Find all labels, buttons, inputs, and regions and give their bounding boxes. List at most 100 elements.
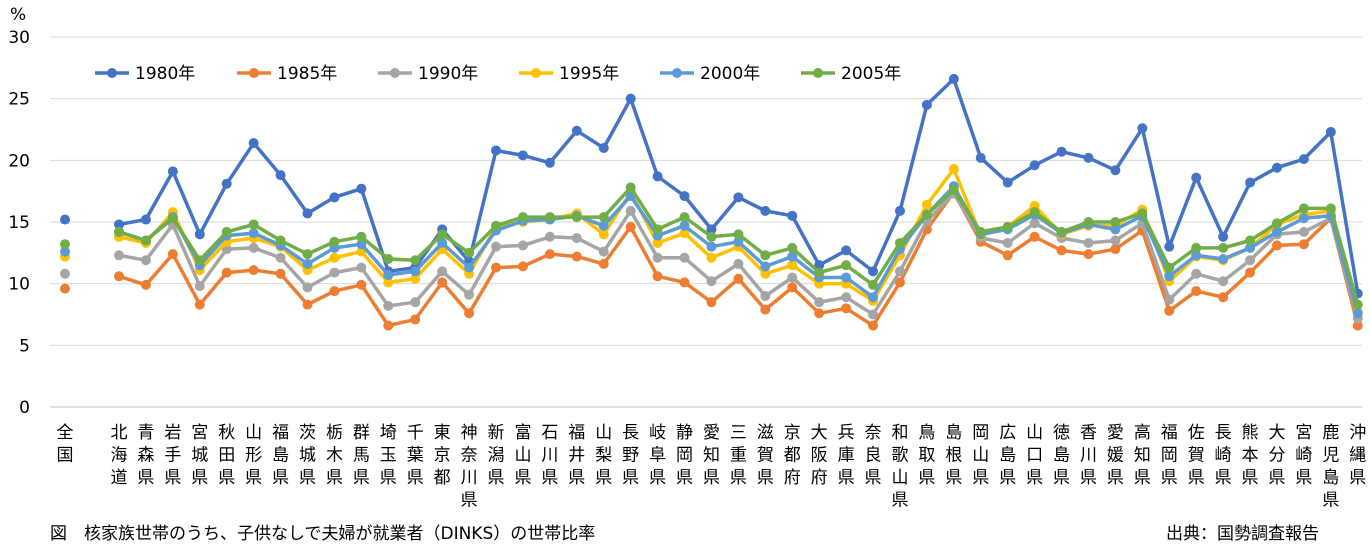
data-point <box>975 152 986 163</box>
data-point <box>787 282 798 293</box>
x-tick-label: 福井県 <box>568 423 585 488</box>
data-point <box>1245 267 1256 278</box>
x-tick-label: 長崎県 <box>1215 423 1232 488</box>
data-point <box>760 291 771 301</box>
data-point <box>329 236 340 247</box>
data-point <box>921 199 932 210</box>
data-point <box>948 73 959 84</box>
x-tick-label: 岐阜県 <box>649 423 666 488</box>
data-point <box>1164 305 1175 316</box>
x-tick-label: 北海道 <box>111 423 128 488</box>
x-tick-label: 岡山県 <box>972 423 989 488</box>
x-tick-label: 京都府 <box>784 423 801 488</box>
x-tick-label: 香川県 <box>1080 423 1097 488</box>
data-point <box>652 237 663 248</box>
data-point <box>652 271 663 282</box>
data-point <box>894 277 905 288</box>
data-point <box>1218 276 1229 287</box>
data-point <box>975 226 986 237</box>
data-point <box>1191 242 1202 253</box>
data-point <box>1137 208 1148 219</box>
data-point <box>814 308 825 319</box>
data-point <box>1191 172 1202 183</box>
data-point <box>1218 292 1229 303</box>
data-point <box>1352 320 1363 331</box>
data-point <box>571 212 582 223</box>
y-tick-label: 0 <box>19 398 30 418</box>
data-point <box>1110 235 1121 246</box>
data-point <box>383 277 394 288</box>
data-point <box>760 261 771 272</box>
data-point <box>598 246 609 257</box>
y-tick-label: 30 <box>8 28 30 48</box>
data-point <box>1271 240 1282 251</box>
data-point <box>625 182 636 193</box>
data-point <box>679 252 690 263</box>
data-point <box>194 229 205 240</box>
x-tick-label: 神奈川県 <box>461 423 478 511</box>
data-point <box>1002 250 1013 261</box>
data-point <box>517 261 528 272</box>
x-tick-label: 富山県 <box>514 423 531 488</box>
data-point <box>598 229 609 240</box>
data-point <box>652 252 663 263</box>
x-tick-label: 佐賀県 <box>1188 423 1205 488</box>
x-tick-label: 宮城県 <box>191 423 208 488</box>
x-tick-label: 長野県 <box>622 423 639 488</box>
data-point <box>248 265 259 276</box>
data-point <box>383 300 394 311</box>
data-point <box>868 320 879 331</box>
data-point <box>1083 152 1094 163</box>
data-point <box>60 239 70 250</box>
data-point <box>302 249 313 260</box>
data-point <box>1298 154 1309 165</box>
data-point <box>625 93 636 104</box>
data-point <box>652 171 663 182</box>
data-point <box>491 241 502 252</box>
x-tick-label: 群馬県 <box>353 423 370 488</box>
data-point <box>652 224 663 235</box>
data-point <box>410 297 421 308</box>
data-point <box>275 268 286 279</box>
data-point <box>114 219 124 230</box>
data-point <box>1191 268 1202 279</box>
data-point <box>1137 123 1148 134</box>
data-point <box>1029 231 1040 242</box>
data-point <box>1164 262 1175 273</box>
data-point <box>841 292 852 303</box>
x-tick-label: 秋田県 <box>218 423 235 488</box>
data-point <box>114 271 124 282</box>
y-axis-unit-label: % <box>10 5 26 25</box>
data-point <box>1056 245 1067 256</box>
x-tick-label: 新潟県 <box>488 423 505 488</box>
data-point <box>1029 207 1040 218</box>
x-tick-label: 兵庫県 <box>838 423 855 488</box>
data-point <box>1218 231 1229 242</box>
data-point <box>814 297 825 308</box>
data-point <box>1298 203 1309 214</box>
x-tick-label: 石川県 <box>541 423 558 488</box>
data-point <box>491 220 502 231</box>
data-point <box>1002 177 1013 188</box>
x-tick-label: 鹿児島県 <box>1322 423 1339 511</box>
data-point <box>841 303 852 314</box>
data-point <box>410 266 421 277</box>
data-point <box>167 249 178 260</box>
data-point <box>329 267 340 278</box>
data-point <box>464 262 475 273</box>
data-point <box>760 268 771 279</box>
data-point <box>1002 237 1013 248</box>
data-point <box>60 268 70 279</box>
data-point <box>733 273 744 284</box>
data-point <box>491 145 502 156</box>
x-tick-label: 東京都 <box>434 423 451 488</box>
data-point <box>194 299 205 310</box>
x-tick-label: 和歌山県 <box>891 423 908 511</box>
data-point <box>1191 250 1202 261</box>
x-tick-label: 茨城県 <box>299 423 316 488</box>
data-point <box>787 210 798 221</box>
data-point <box>302 299 313 310</box>
data-point <box>60 246 70 257</box>
data-point <box>140 235 151 246</box>
